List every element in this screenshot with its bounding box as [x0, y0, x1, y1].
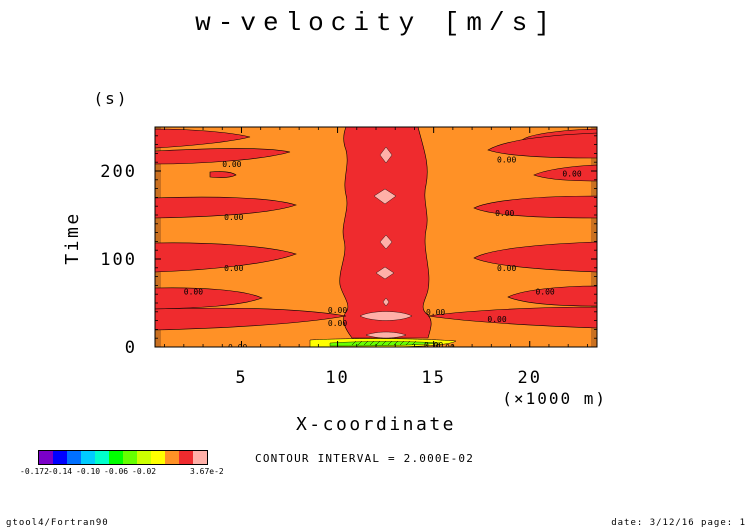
right-band-6 — [507, 285, 597, 307]
contour-interval-note: CONTOUR INTERVAL = 2.000E-02 — [255, 452, 475, 465]
colorbar-swatches — [38, 450, 208, 465]
colorbar-label: -0.10 — [76, 467, 101, 476]
right-band-4 — [473, 195, 597, 219]
left-band-5 — [155, 242, 297, 273]
x-tick-label: 10 — [325, 368, 349, 388]
contour-label: 0.00 — [426, 308, 445, 317]
left-band-4 — [155, 196, 297, 219]
peak-diamond-1 — [379, 146, 393, 164]
y-axis-unit: (s) — [94, 89, 129, 108]
x-tick-label: 5 — [235, 368, 247, 388]
left-band-2 — [155, 148, 291, 165]
contour-label: 0.00 — [487, 315, 506, 324]
contour-label: 0.00 — [497, 264, 516, 273]
y-axis-label: Time — [62, 211, 83, 264]
colorbar-label: -0.172 — [20, 467, 49, 476]
left-edge-band — [155, 127, 161, 347]
colorbar-swatch — [95, 451, 109, 464]
contour-label: 0.00 — [184, 288, 203, 297]
colorbar-swatch — [123, 451, 137, 464]
colorbar-label: -0.14 — [48, 467, 73, 476]
y-tick-label: 200 — [100, 162, 137, 182]
contour-label: 0.00 — [562, 170, 581, 179]
footer-program-label: gtool4/Fortran90 — [6, 518, 109, 528]
chart-title: w-velocity [m/s] — [195, 8, 557, 38]
colorbar-label: -0.02 — [132, 467, 157, 476]
colorbar-labels: -0.172 -0.14 -0.10 -0.06 -0.02 3.67e-2 — [20, 467, 238, 479]
x-tick-label: 20 — [517, 368, 541, 388]
colorbar-swatch — [109, 451, 123, 464]
right-band-7 — [427, 306, 597, 329]
x-tick-label: 15 — [421, 368, 445, 388]
contour-label: 0.00 — [535, 288, 554, 297]
colorbar-swatch — [39, 451, 53, 464]
left-band-3 — [209, 171, 237, 178]
peak-diamond-3 — [379, 234, 393, 250]
left-band-1 — [155, 128, 251, 149]
colorbar-swatch — [67, 451, 81, 464]
contour-label: 0.00 — [222, 160, 241, 169]
colorbar-swatch — [81, 451, 95, 464]
contour-label: 0.00 — [224, 264, 243, 273]
negative-hatching — [351, 340, 417, 346]
right-edge-band — [591, 127, 597, 347]
peak-lens-1 — [359, 311, 413, 321]
right-band-3 — [533, 164, 597, 182]
contour-label: 0.00 — [328, 306, 347, 315]
colorbar-swatch — [165, 451, 179, 464]
contour-label: 0.00 — [495, 209, 514, 218]
right-band-5 — [473, 241, 597, 273]
colorbar-swatch — [179, 451, 193, 464]
colorbar-swatch — [137, 451, 151, 464]
contour-label: 0.00 — [228, 343, 247, 352]
negative-region-inner — [329, 341, 441, 347]
contour-label: 0.00 — [497, 156, 516, 165]
left-band-7 — [155, 307, 347, 331]
x-axis-unit: (×1000 m) — [502, 389, 607, 408]
footer-date-page: date: 3/12/16 page: 1 — [611, 518, 746, 528]
contour-label: 0.00 — [224, 213, 243, 222]
peak-diamond-5 — [382, 297, 390, 307]
central-positive-column — [339, 127, 432, 339]
y-tick-label: 0 — [125, 338, 137, 358]
colorbar-swatch — [193, 451, 207, 464]
contour-label: 0.00 — [328, 319, 347, 328]
x-axis-label: X-coordinate — [296, 414, 456, 435]
colorbar-swatch — [151, 451, 165, 464]
colorbar-label: -0.06 — [104, 467, 129, 476]
peak-diamond-4 — [375, 266, 395, 280]
right-band-2 — [487, 132, 597, 159]
peak-lens-2 — [365, 331, 407, 339]
colorbar-label: 3.67e-2 — [190, 467, 224, 476]
plot-area: 0.00 0.00 0.00 0.00 0.00 0.00 0.00 0.00 0.00 0.00… — [155, 127, 597, 352]
peak-diamond-2 — [373, 188, 397, 205]
colorbar: -0.172 -0.14 -0.10 -0.06 -0.02 3.67e-2 — [20, 450, 238, 480]
y-tick-label: 100 — [100, 250, 137, 270]
colorbar-swatch — [53, 451, 67, 464]
contour-label: 0.00 — [436, 343, 455, 352]
